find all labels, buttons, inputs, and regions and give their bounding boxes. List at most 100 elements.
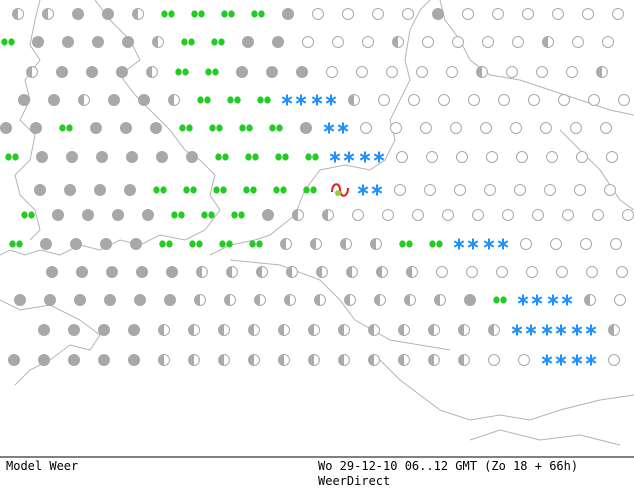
clear-symbol	[480, 122, 492, 134]
clear-symbol	[606, 151, 618, 163]
cloudy-symbol	[52, 209, 64, 221]
clear-symbol	[616, 266, 628, 278]
rain-drop	[500, 296, 507, 304]
clear-symbol	[622, 209, 634, 221]
clear-symbol	[420, 122, 432, 134]
cloudy-symbol	[128, 324, 140, 336]
clear-symbol	[592, 209, 604, 221]
partly-cloudy-fill	[476, 66, 482, 78]
cloudy-symbol	[120, 122, 132, 134]
cloudy-symbol	[8, 354, 20, 366]
snow-flake-stroke	[571, 356, 583, 364]
clear-symbol	[604, 184, 616, 196]
clear-symbol	[566, 66, 578, 78]
cloudy-symbol	[136, 266, 148, 278]
cloudy-symbol	[266, 66, 278, 78]
clear-symbol	[452, 36, 464, 48]
rain-drop	[239, 124, 246, 132]
clear-symbol	[302, 36, 314, 48]
rain-drop	[429, 240, 436, 248]
clear-symbol	[516, 151, 528, 163]
partly-cloudy-fill	[218, 324, 224, 336]
cloudy-symbol	[112, 209, 124, 221]
rain-drop	[153, 186, 160, 194]
snow-symbol	[571, 324, 597, 336]
clear-symbol	[326, 66, 338, 78]
rain-drop	[204, 96, 211, 104]
partly-cloudy-fill	[146, 66, 152, 78]
partly-cloudy-fill	[374, 294, 380, 306]
snow-flake-stroke	[359, 153, 371, 161]
clear-symbol	[510, 122, 522, 134]
partly-cloudy-fill	[188, 324, 194, 336]
partly-cloudy-fill	[488, 324, 494, 336]
snow-flake-stroke	[329, 153, 341, 161]
clear-symbol	[558, 94, 570, 106]
snow-symbol	[329, 151, 355, 163]
rain-drop	[436, 240, 443, 248]
partly-cloudy-fill	[188, 354, 194, 366]
cloudy-symbol	[464, 294, 476, 306]
rain-drop	[12, 153, 19, 161]
clear-symbol	[540, 122, 552, 134]
snow-symbol	[483, 238, 509, 250]
snow-symbol	[541, 324, 567, 336]
partly-cloudy-fill	[226, 266, 232, 278]
clear-symbol	[496, 266, 508, 278]
period-label: Wo 29-12-10 06..12 GMT (Zo 18 + 66h)	[318, 459, 578, 473]
cloudy-symbol	[126, 151, 138, 163]
snow-flake-stroke	[547, 296, 559, 304]
clear-symbol	[528, 94, 540, 106]
cloudy-symbol	[272, 36, 284, 48]
rain-drop	[222, 153, 229, 161]
snow-symbol	[453, 238, 479, 250]
rain-drop	[208, 211, 215, 219]
partly-cloudy-fill	[314, 294, 320, 306]
partly-cloudy-fill	[26, 66, 32, 78]
cloudy-symbol	[138, 94, 150, 106]
clear-symbol	[486, 151, 498, 163]
snow-symbol	[281, 94, 307, 106]
snow-flake-stroke	[323, 124, 335, 132]
clear-symbol	[544, 184, 556, 196]
rain-drop	[221, 10, 228, 18]
rain-drop	[280, 186, 287, 194]
partly-cloudy-fill	[280, 238, 286, 250]
partly-cloudy-fill	[392, 36, 398, 48]
rain-drop	[211, 38, 218, 46]
partly-cloudy-fill	[248, 354, 254, 366]
clear-symbol	[438, 94, 450, 106]
partly-cloudy-fill	[458, 324, 464, 336]
partly-cloudy-fill	[292, 209, 298, 221]
cloudy-symbol	[106, 266, 118, 278]
partly-cloudy-fill	[428, 324, 434, 336]
clear-symbol	[488, 354, 500, 366]
snow-flake-stroke	[357, 186, 369, 194]
snow-symbol	[517, 294, 543, 306]
partly-cloudy-fill	[344, 294, 350, 306]
clear-symbol	[556, 266, 568, 278]
rain-drop	[213, 186, 220, 194]
cloudy-symbol	[46, 266, 58, 278]
cloudy-symbol	[100, 238, 112, 250]
partly-cloudy-fill	[584, 294, 590, 306]
rain-drop	[220, 186, 227, 194]
partly-cloudy-fill	[152, 36, 158, 48]
clear-symbol	[312, 8, 324, 20]
partly-cloudy-fill	[542, 36, 548, 48]
clear-symbol	[426, 151, 438, 163]
clear-symbol	[552, 8, 564, 20]
cloudy-symbol	[300, 122, 312, 134]
clear-symbol	[454, 184, 466, 196]
clear-symbol	[612, 8, 624, 20]
clear-symbol	[506, 66, 518, 78]
snow-symbol	[357, 184, 383, 196]
clear-symbol	[382, 209, 394, 221]
cloudy-symbol	[34, 184, 46, 196]
partly-cloudy-fill	[398, 324, 404, 336]
snow-symbol	[571, 354, 597, 366]
rain-drop	[231, 211, 238, 219]
rain-drop	[198, 10, 205, 18]
clear-symbol	[608, 354, 620, 366]
